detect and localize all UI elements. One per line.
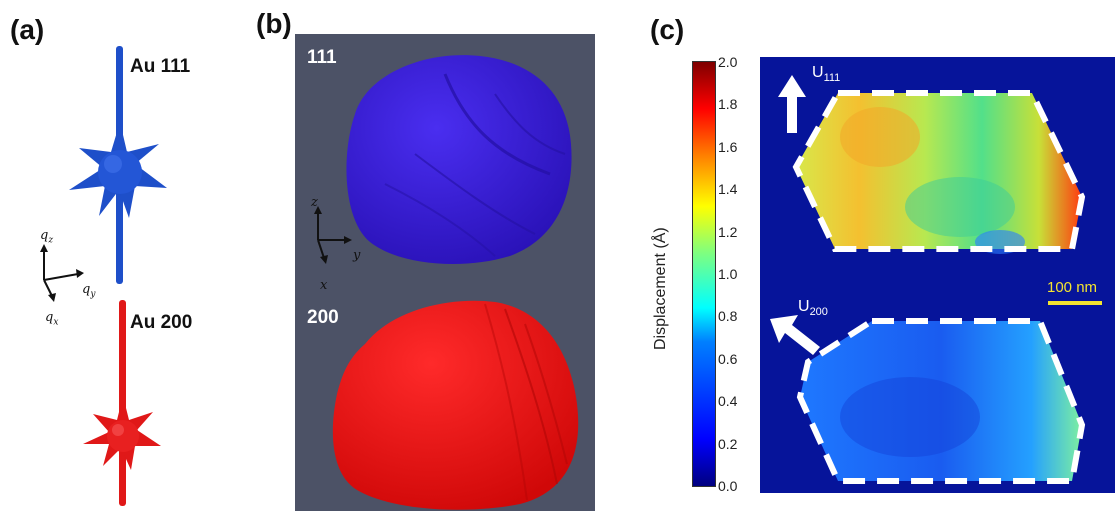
colorbar-tick: 0.2 [718,436,738,452]
particle-111-label: 111 [307,47,337,68]
reciprocal-axes [40,244,84,302]
qz-label: qz [40,228,54,246]
colorbar-tick: 0.4 [718,393,738,409]
panel-a-label: (a) [10,14,45,45]
panel-c-label: (c) [650,14,685,45]
y-axis-label: y [353,248,361,263]
u111-label: U111 [812,64,841,85]
scale-bar [1048,301,1102,305]
colorbar-title: Displacement (Å) [652,227,669,350]
scale-bar-label: 100 nm [1047,279,1098,296]
u200-outline [796,318,1086,484]
colorbar-tick: 1.6 [718,139,738,155]
x-axis-label: x [320,278,328,293]
colorbar-tick: 0.6 [718,351,738,367]
qy-label: qy [82,282,96,300]
u111-outline [792,90,1086,252]
u200-arrow [770,315,820,355]
au111-label: Au 111 [130,56,191,77]
real-space-axes [314,206,352,264]
colorbar-tick: 0.8 [718,308,738,324]
displacement-maps [770,75,1102,484]
colorbar-tick: 2.0 [718,54,738,70]
colorbar-tick: 0.0 [718,478,738,494]
au111-particle [346,55,572,265]
particle-200-label: 200 [307,307,339,328]
au200-diffraction-peak [83,300,161,506]
qx-label: qx [45,310,59,328]
panel-b-label: (b) [256,8,292,39]
colorbar [692,61,716,487]
u200-map-region [800,321,1082,481]
u200-label: U200 [798,298,828,319]
u111-arrow [778,75,806,133]
colorbar-tick: 1.2 [718,224,738,240]
au200-particle [332,300,579,510]
colorbar-tick: 1.0 [718,266,738,282]
z-axis-label: z [311,195,318,210]
colorbar-tick: 1.4 [718,181,738,197]
au200-label: Au 200 [130,312,193,333]
au111-diffraction-peak [69,46,167,284]
colorbar-tick: 1.8 [718,96,738,112]
